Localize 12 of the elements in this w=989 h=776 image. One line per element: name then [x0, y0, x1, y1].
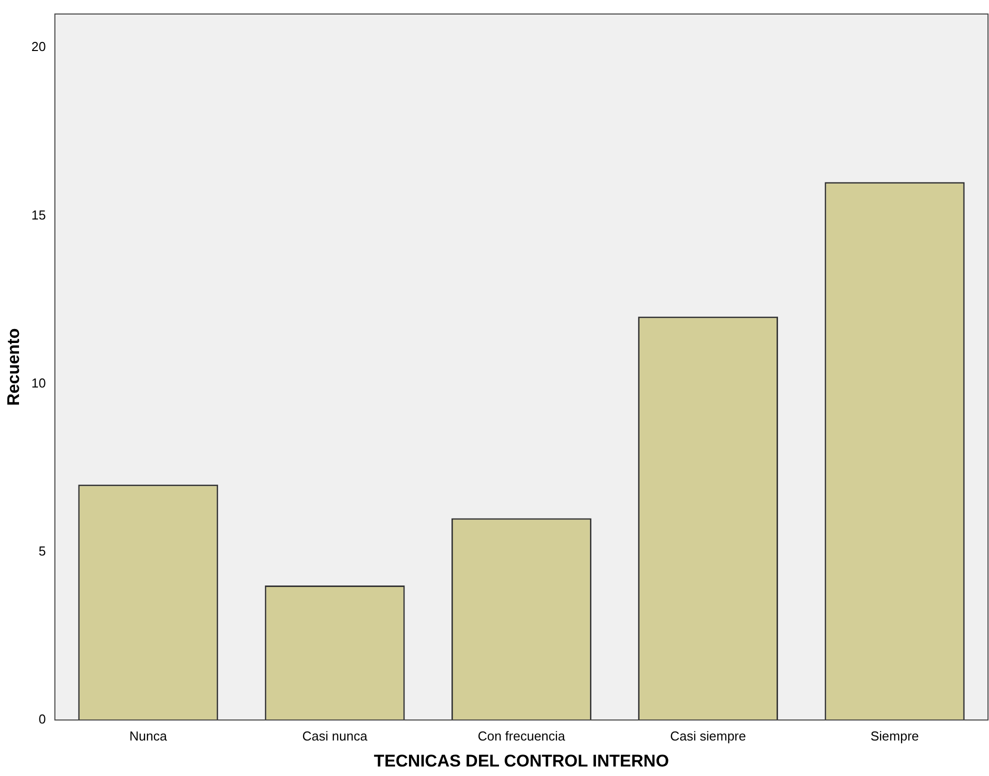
y-tick-label: 10	[31, 375, 46, 390]
y-tick-label: 0	[38, 712, 46, 727]
y-axis-title: Recuento	[4, 328, 23, 406]
y-tick-label: 5	[38, 543, 46, 558]
x-tick-label: Siempre	[870, 728, 919, 744]
y-tick-label: 20	[31, 39, 46, 54]
x-axis-title: TECNICAS DEL CONTROL INTERNO	[374, 751, 669, 770]
x-tick-label: Casi siempre	[670, 728, 746, 744]
x-tick-label: Casi nunca	[302, 728, 368, 744]
x-tick-label: Nunca	[129, 728, 168, 744]
x-tick-label: Con frecuencia	[478, 728, 566, 744]
y-tick-label: 15	[31, 207, 46, 222]
